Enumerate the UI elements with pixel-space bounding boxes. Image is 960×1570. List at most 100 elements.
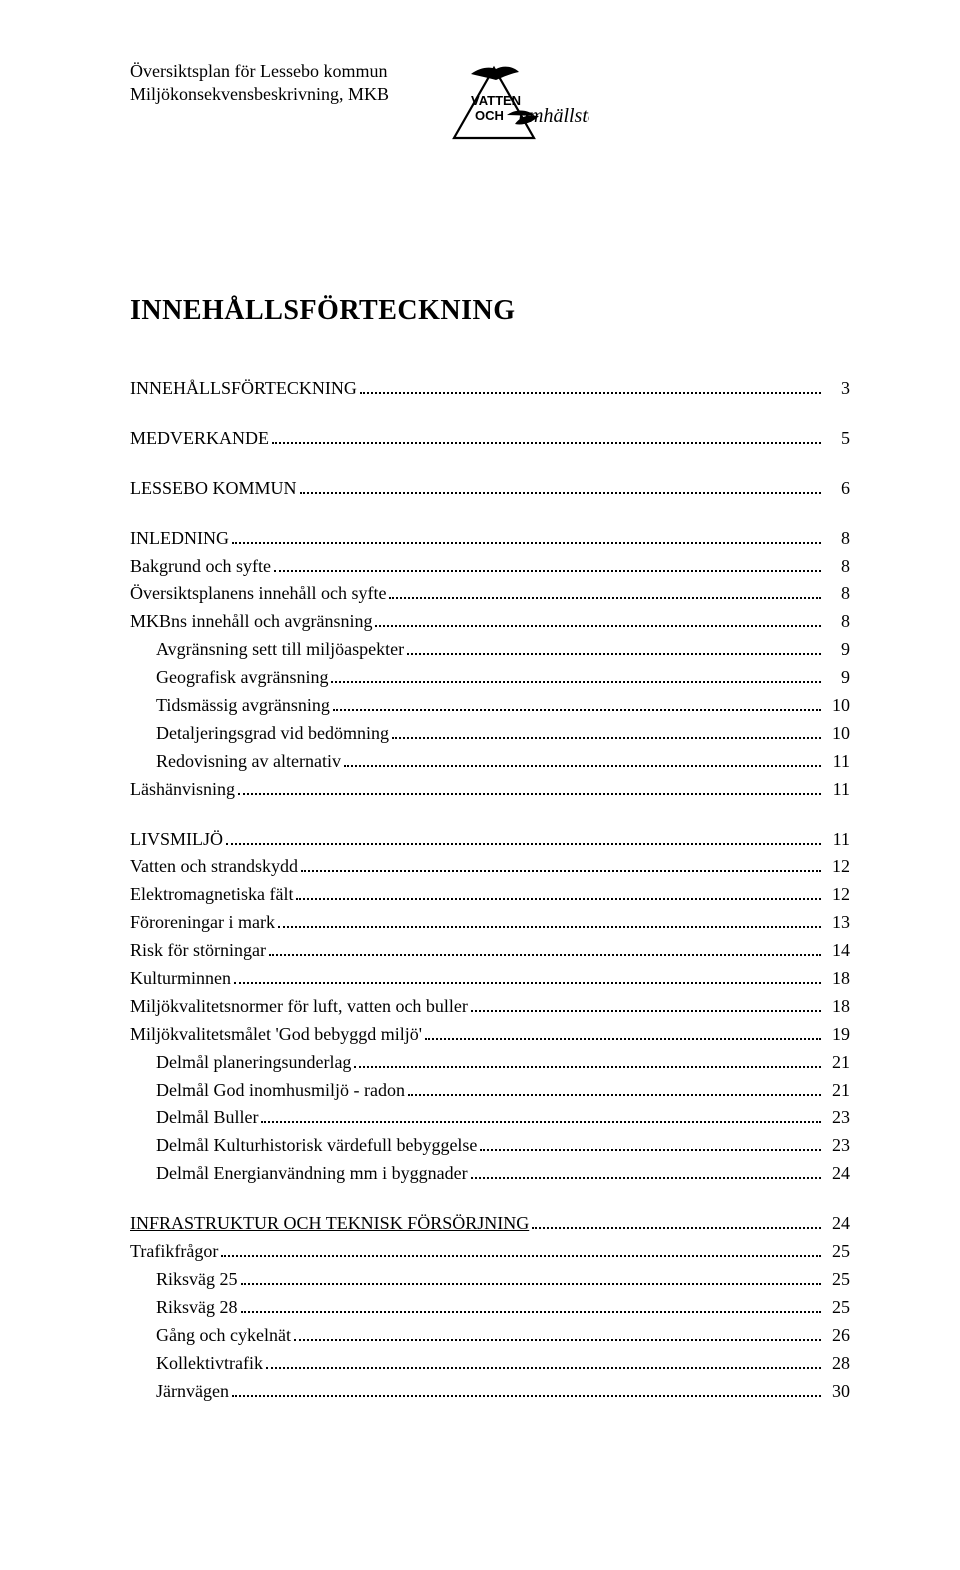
toc-row: Bakgrund och syfte 8 — [130, 553, 850, 581]
toc-leader-dots — [232, 1395, 821, 1397]
toc-leader-dots — [232, 542, 821, 544]
toc-leader-dots — [278, 926, 821, 928]
toc-label: Föroreningar i mark — [130, 909, 275, 937]
toc-leader-dots — [333, 709, 821, 711]
toc-page-number: 11 — [824, 776, 850, 804]
toc-page-number: 8 — [824, 525, 850, 553]
toc-leader-dots — [226, 843, 821, 845]
toc-page-number: 11 — [824, 748, 850, 776]
toc-page-number: 12 — [824, 881, 850, 909]
toc-leader-dots — [300, 492, 821, 494]
toc-page-number: 12 — [824, 853, 850, 881]
toc-leader-dots — [234, 982, 821, 984]
toc-page-number: 8 — [824, 553, 850, 581]
toc-page-number: 25 — [824, 1266, 850, 1294]
toc-row: MKBns innehåll och avgränsning8 — [130, 608, 850, 636]
toc-leader-dots — [269, 954, 821, 956]
toc-leader-dots — [241, 1283, 821, 1285]
toc-page-number: 10 — [824, 692, 850, 720]
toc-leader-dots — [480, 1149, 821, 1151]
toc-row: LESSEBO KOMMUN6 — [130, 475, 850, 503]
toc-row: Delmål Buller23 — [130, 1104, 850, 1132]
toc-leader-dots — [471, 1177, 821, 1179]
toc-page-number: 21 — [824, 1049, 850, 1077]
company-logo-icon: VATTEN OCH amhällsteknik — [449, 60, 589, 165]
toc-page-number: 8 — [824, 580, 850, 608]
page-title: INNEHÅLLSFÖRTECKNING — [130, 295, 850, 327]
toc-leader-dots — [375, 625, 821, 627]
toc-label: Bakgrund och syfte — [130, 553, 271, 581]
toc-leader-dots — [301, 870, 821, 872]
table-of-contents: INNEHÅLLSFÖRTECKNING3 MEDVERKANDE5 LESSEBO… — [130, 375, 850, 1405]
header-line-1: Översiktsplan för Lessebo kommun — [130, 60, 389, 83]
toc-leader-dots — [274, 570, 821, 572]
toc-row: Miljökvalitetsmålet 'God bebyggd miljö' 1… — [130, 1021, 850, 1049]
toc-label: Vatten och strandskydd — [130, 853, 298, 881]
toc-leader-dots — [360, 392, 821, 394]
toc-label: Kulturminnen — [130, 965, 231, 993]
toc-row: Översiktsplanens innehåll och syfte8 — [130, 580, 850, 608]
header-text: Översiktsplan för Lessebo kommun Miljöko… — [130, 60, 389, 105]
toc-row: Delmål Kulturhistorisk värdefull bebygge… — [130, 1132, 850, 1160]
toc-page-number: 19 — [824, 1021, 850, 1049]
toc-label: Delmål Energianvändning mm i byggnader — [130, 1160, 468, 1188]
page: Översiktsplan för Lessebo kommun Miljöko… — [0, 0, 960, 1570]
toc-row: Delmål Energianvändning mm i byggnader24 — [130, 1160, 850, 1188]
toc-label: MEDVERKANDE — [130, 425, 269, 453]
toc-label: Redovisning av alternativ — [130, 748, 341, 776]
toc-row: Järnvägen30 — [130, 1378, 850, 1406]
toc-row: MEDVERKANDE5 — [130, 425, 850, 453]
toc-row: Delmål God inomhusmiljö - radon21 — [130, 1077, 850, 1105]
logo-text-top: VATTEN — [471, 93, 521, 108]
toc-page-number: 26 — [824, 1322, 850, 1350]
toc-page-number: 6 — [824, 475, 850, 503]
toc-row: Trafikfrågor25 — [130, 1238, 850, 1266]
toc-page-number: 18 — [824, 965, 850, 993]
toc-row: Risk för störningar14 — [130, 937, 850, 965]
logo-text-mid: OCH — [475, 108, 504, 123]
toc-row: Riksväg 2525 — [130, 1266, 850, 1294]
toc-row: Geografisk avgränsning9 — [130, 664, 850, 692]
toc-leader-dots — [354, 1066, 821, 1068]
toc-row: Elektromagnetiska fält12 — [130, 881, 850, 909]
toc-label: Kollektivtrafik — [130, 1350, 263, 1378]
toc-row: Gång och cykelnät26 — [130, 1322, 850, 1350]
toc-leader-dots — [389, 597, 821, 599]
toc-row: Miljökvalitetsnormer för luft, vatten oc… — [130, 993, 850, 1021]
toc-leader-dots — [408, 1094, 821, 1096]
toc-label: Detaljeringsgrad vid bedömning — [130, 720, 389, 748]
toc-leader-dots — [296, 898, 821, 900]
toc-label: INFRASTRUKTUR OCH TEKNISK FÖRSÖRJNING — [130, 1210, 529, 1238]
toc-row: Riksväg 2825 — [130, 1294, 850, 1322]
toc-label: Risk för störningar — [130, 937, 266, 965]
toc-page-number: 10 — [824, 720, 850, 748]
toc-page-number: 9 — [824, 636, 850, 664]
toc-page-number: 23 — [824, 1104, 850, 1132]
toc-row: INLEDNING 8 — [130, 525, 850, 553]
toc-label: Riksväg 28 — [130, 1294, 238, 1322]
toc-leader-dots — [272, 442, 821, 444]
toc-row: Kollektivtrafik28 — [130, 1350, 850, 1378]
toc-section: LESSEBO KOMMUN6 — [130, 475, 850, 503]
toc-leader-dots — [294, 1339, 821, 1341]
toc-row: Detaljeringsgrad vid bedömning 10 — [130, 720, 850, 748]
toc-leader-dots — [331, 681, 821, 683]
toc-label: INNEHÅLLSFÖRTECKNING — [130, 375, 357, 403]
toc-page-number: 13 — [824, 909, 850, 937]
logo-text-script: amhällsteknik — [519, 105, 589, 127]
toc-row: Avgränsning sett till miljöaspekter9 — [130, 636, 850, 664]
toc-label: INLEDNING — [130, 525, 229, 553]
toc-label: Miljökvalitetsmålet 'God bebyggd miljö' — [130, 1021, 422, 1049]
toc-label: MKBns innehåll och avgränsning — [130, 608, 372, 636]
toc-page-number: 30 — [824, 1378, 850, 1406]
toc-label: LIVSMILJÖ — [130, 826, 223, 854]
toc-page-number: 9 — [824, 664, 850, 692]
toc-leader-dots — [425, 1038, 821, 1040]
toc-leader-dots — [407, 653, 821, 655]
toc-page-number: 11 — [824, 826, 850, 854]
toc-row: INNEHÅLLSFÖRTECKNING3 — [130, 375, 850, 403]
toc-leader-dots — [238, 793, 821, 795]
toc-section: LIVSMILJÖ 11 Vatten och strandskydd 12Elekt… — [130, 826, 850, 1189]
toc-label: Läshänvisning — [130, 776, 235, 804]
toc-section: INLEDNING8Bakgrund och syfte8Översiktspl… — [130, 525, 850, 804]
